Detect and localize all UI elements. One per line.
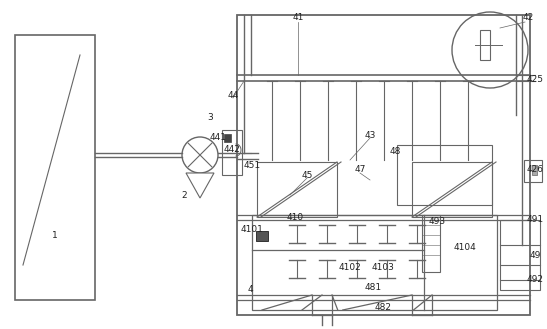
Text: 481: 481 [364, 284, 382, 292]
Text: 47: 47 [354, 165, 366, 174]
Text: 4103: 4103 [371, 264, 394, 272]
Text: 441: 441 [210, 134, 226, 142]
Text: 410: 410 [287, 214, 304, 222]
Text: 491: 491 [526, 215, 544, 224]
Text: 48: 48 [389, 147, 401, 157]
Bar [257, 162, 337, 217]
Bar [224, 134, 231, 142]
Text: 4104: 4104 [453, 243, 476, 252]
Text: 42: 42 [522, 13, 534, 22]
Text: 1: 1 [52, 231, 58, 240]
Polygon shape [186, 173, 214, 198]
Text: 4102: 4102 [339, 264, 362, 272]
Bar [222, 130, 242, 175]
Bar [397, 145, 492, 205]
Text: 41: 41 [292, 13, 304, 22]
Text: 482: 482 [375, 303, 392, 313]
Text: 44: 44 [228, 90, 238, 99]
Text: 426: 426 [527, 165, 544, 174]
Text: 451: 451 [243, 161, 260, 169]
Text: 493: 493 [428, 217, 446, 226]
Bar [480, 30, 490, 60]
Bar [532, 165, 537, 175]
Bar [422, 215, 439, 272]
Text: 442: 442 [224, 145, 241, 155]
Text: 4: 4 [247, 286, 253, 294]
Text: 425: 425 [527, 75, 544, 85]
Text: 49: 49 [529, 250, 540, 260]
Bar [237, 15, 530, 315]
Bar [412, 162, 492, 217]
Bar [256, 231, 268, 241]
Text: 492: 492 [527, 275, 544, 285]
Text: 2: 2 [181, 190, 187, 199]
Text: 4101: 4101 [241, 225, 264, 235]
Text: 43: 43 [364, 131, 376, 139]
Bar [500, 220, 540, 290]
Bar [524, 160, 542, 182]
Text: 45: 45 [301, 170, 313, 180]
Bar [252, 215, 497, 310]
Text: 3: 3 [207, 114, 213, 122]
Bar [15, 35, 95, 300]
